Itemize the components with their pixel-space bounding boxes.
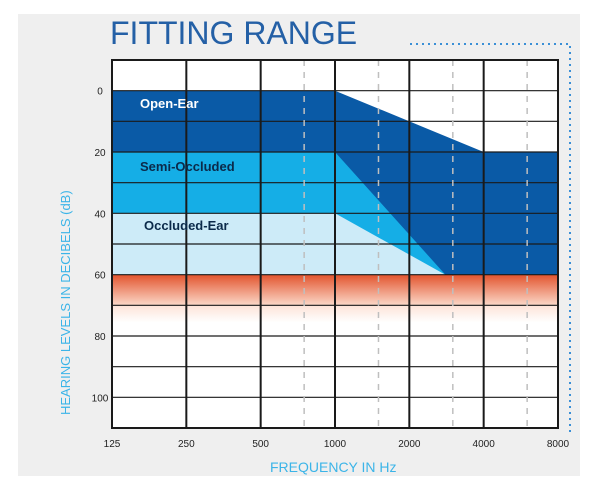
y-tick-label: 40 — [94, 209, 106, 220]
x-tick-label: 2000 — [398, 439, 421, 450]
y-tick-label: 0 — [97, 87, 103, 98]
y-tick-label: 80 — [94, 332, 106, 343]
x-tick-label: 8000 — [547, 439, 570, 450]
x-tick-label: 500 — [252, 439, 269, 450]
y-tick-label: 100 — [92, 393, 109, 404]
y-tick-label: 20 — [94, 148, 106, 159]
x-tick-label: 250 — [178, 439, 195, 450]
series-label-occluded-ear: Occluded-Ear — [144, 218, 229, 233]
plot-frame — [111, 59, 559, 429]
chart-title: FITTING RANGE — [110, 15, 357, 51]
x-axis-label: FREQUENCY IN Hz — [270, 459, 397, 475]
y-axis-label: HEARING LEVELS IN DECIBELS (dB) — [58, 190, 73, 415]
y-tick-label: 60 — [94, 271, 106, 282]
x-tick-label: 4000 — [473, 439, 496, 450]
series-label-semi-occluded: Semi-Occluded — [140, 159, 235, 174]
series-label-open-ear: Open-Ear — [140, 96, 199, 111]
x-tick-label: 1000 — [324, 439, 347, 450]
plot-area: Open-Ear Semi-Occluded Occluded-Ear 0 20 40 60… — [92, 59, 570, 450]
x-tick-label: 125 — [104, 439, 121, 450]
